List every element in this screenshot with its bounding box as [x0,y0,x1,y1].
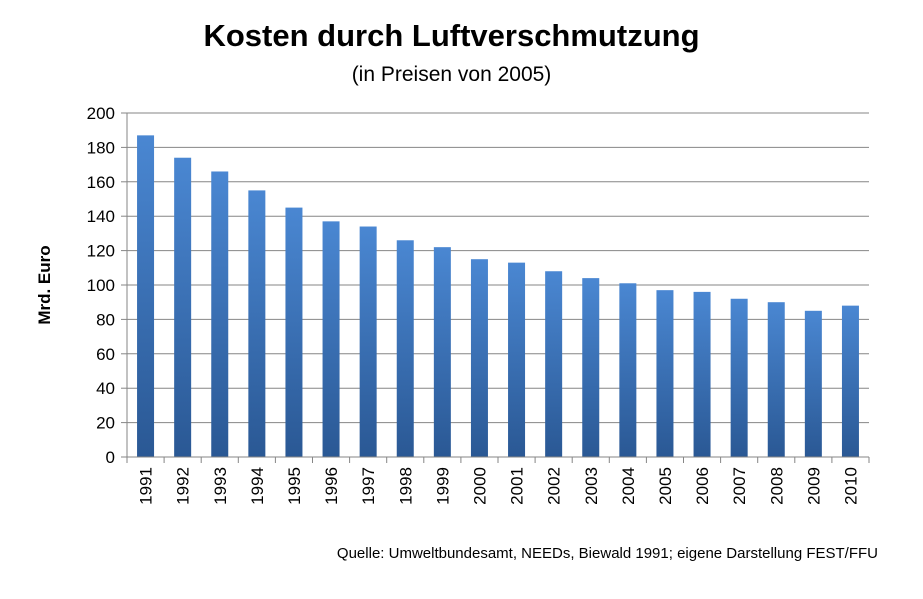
y-tick-label: 100 [87,276,115,295]
x-tick-label: 2006 [693,467,712,505]
bar-2010 [841,305,859,457]
x-tick-label: 2001 [508,467,527,505]
bar-1998 [396,240,414,457]
x-tick-label: 1995 [285,467,304,505]
x-tick-label: 2008 [767,467,786,505]
bar-2000 [470,259,488,457]
bar-2006 [693,291,711,457]
x-tick-label: 1994 [248,467,267,505]
bar-2002 [545,271,563,457]
bar-1993 [211,171,229,458]
bar-2005 [656,290,674,457]
source-note: Quelle: Umweltbundesamt, NEEDs, Biewald … [336,545,878,562]
bar-1999 [433,247,451,457]
x-tick-label: 1993 [211,467,230,505]
y-tick-label: 180 [87,138,115,157]
gridlines [127,112,869,424]
bar-1992 [174,157,192,457]
y-tick-label: 60 [96,345,115,364]
bar-2007 [730,298,748,457]
x-tick-label: 2003 [582,467,601,505]
x-tick-label: 2010 [841,467,860,505]
axes [121,112,870,463]
chart-title: Kosten durch Luftverschmutzung [203,18,700,53]
y-tick-label: 200 [87,104,115,123]
bar-1995 [285,207,303,457]
bar-1991 [137,135,155,458]
x-tick-label: 1997 [359,467,378,505]
x-tick-label: 1991 [137,467,156,505]
x-tick-label: 2004 [619,467,638,505]
bar-1996 [322,221,340,457]
chart-subtitle: (in Preisen von 2005) [351,63,552,86]
y-tick-label: 160 [87,173,115,192]
x-tick-label: 2005 [656,467,675,505]
x-tick-label: 2000 [470,467,489,505]
bar-2001 [508,262,526,457]
x-tick-label: 2007 [730,467,749,505]
y-tick-label: 20 [96,414,115,433]
bar-1994 [248,190,266,457]
bar-2003 [582,278,600,457]
x-tick-label: 1998 [396,467,415,505]
bar-2004 [619,283,637,457]
y-tick-label: 40 [96,379,115,398]
x-tick-label: 2009 [804,467,823,505]
x-tick-label: 1999 [433,467,452,505]
bar-1997 [359,226,377,457]
y-tick-labels: 0 20 40 60 80 100 120 140 160 180 200 [87,104,115,467]
y-tick-label: 120 [87,242,115,261]
x-tick-label: 1992 [174,467,193,505]
y-tick-label: 0 [106,448,115,467]
x-tick-label: 2002 [545,467,564,505]
x-tick-labels: 1991 1992 1993 1994 1995 1996 1997 1998 1999 2000… [137,467,861,505]
y-axis-label: Mrd. Euro [35,245,54,324]
bar-2009 [804,310,822,457]
bars [137,135,859,458]
y-tick-label: 140 [87,207,115,226]
y-tick-label: 80 [96,310,115,329]
bar-2008 [767,302,785,457]
x-tick-label: 1996 [322,467,341,505]
